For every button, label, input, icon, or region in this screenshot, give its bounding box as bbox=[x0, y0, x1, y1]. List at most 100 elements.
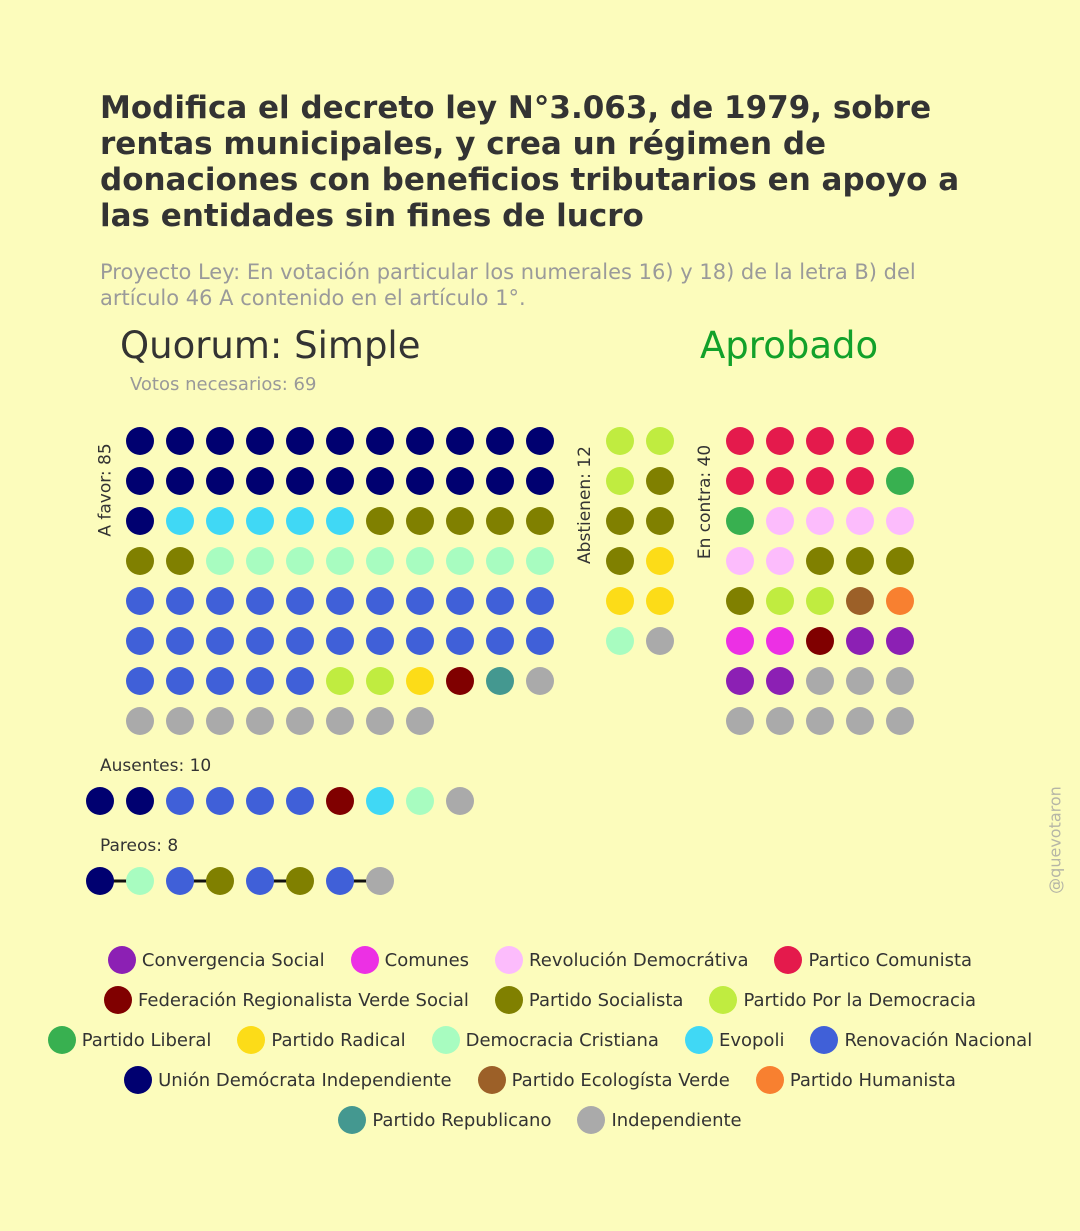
pareo-dot bbox=[366, 867, 394, 895]
legend-label: Renovación Nacional bbox=[844, 1029, 1033, 1051]
contra-vote-dot bbox=[806, 667, 834, 695]
favor-vote-dot bbox=[126, 547, 154, 575]
contra-vote-dot bbox=[806, 507, 834, 535]
favor-vote-dot bbox=[366, 427, 394, 455]
favor-vote-dot bbox=[446, 667, 474, 695]
contra-vote-dot bbox=[806, 467, 834, 495]
legend-item: Evopoli bbox=[684, 1026, 784, 1054]
favor-vote-dot bbox=[326, 427, 354, 455]
legend-item: Comunes bbox=[350, 946, 469, 974]
legend-item: Renovación Nacional bbox=[810, 1026, 1032, 1054]
contra-vote-dot bbox=[886, 587, 914, 615]
favor-vote-dot bbox=[126, 667, 154, 695]
favor-vote-dot bbox=[326, 707, 354, 735]
favor-vote-dot bbox=[486, 587, 514, 615]
favor-vote-dot bbox=[286, 427, 314, 455]
favor-vote-dot bbox=[206, 507, 234, 535]
legend-swatch bbox=[577, 1106, 606, 1134]
contra-vote-dot bbox=[886, 507, 914, 535]
favor-vote-dot bbox=[166, 707, 194, 735]
contra-vote-dot bbox=[846, 467, 874, 495]
legend-label: Partido Socialista bbox=[528, 989, 684, 1011]
favor-vote-dot bbox=[246, 667, 274, 695]
favor-vote-dot bbox=[406, 587, 434, 615]
pareo-dot bbox=[246, 867, 274, 895]
favor-vote-dot bbox=[526, 627, 554, 655]
abstain-vote-dot bbox=[606, 427, 634, 455]
pareo-dot bbox=[86, 867, 114, 895]
chart-subtitle: Proyecto Ley: En votación particular los… bbox=[100, 260, 916, 310]
legend-swatch bbox=[124, 1066, 153, 1094]
legend-item: Revolución Democrátiva bbox=[495, 946, 748, 974]
legend-swatch bbox=[350, 946, 379, 974]
contra-vote-dot bbox=[726, 507, 754, 535]
favor-count-label: A favor: 85 bbox=[95, 443, 116, 537]
contra-vote-dot bbox=[766, 627, 794, 655]
legend-row: Federación Regionalista Verde Social Part… bbox=[0, 986, 1080, 1014]
legend-label: Partido Por la Democracia bbox=[743, 989, 976, 1011]
legend-swatch bbox=[47, 1026, 76, 1054]
favor-vote-dot bbox=[406, 427, 434, 455]
pareos-count-label: Pareos: 8 bbox=[100, 836, 179, 856]
favor-vote-dot bbox=[206, 587, 234, 615]
favor-vote-dot bbox=[246, 507, 274, 535]
legend-row: Unión Demócrata Independiente Partido Eco… bbox=[0, 1066, 1080, 1094]
pareo-connector bbox=[260, 879, 300, 883]
legend-label: Unión Demócrata Independiente bbox=[158, 1069, 452, 1091]
contra-vote-dot bbox=[766, 587, 794, 615]
contra-vote-dot bbox=[766, 467, 794, 495]
favor-vote-dot bbox=[286, 707, 314, 735]
legend-item: Independiente bbox=[577, 1106, 742, 1134]
favor-vote-dot bbox=[406, 707, 434, 735]
favor-vote-dot bbox=[446, 627, 474, 655]
favor-vote-dot bbox=[326, 587, 354, 615]
pareo-connector bbox=[180, 879, 220, 883]
favor-vote-dot bbox=[406, 507, 434, 535]
favor-vote-dot bbox=[286, 587, 314, 615]
contra-vote-dot bbox=[846, 707, 874, 735]
contra-vote-dot bbox=[726, 667, 754, 695]
contra-vote-dot bbox=[806, 547, 834, 575]
favor-vote-dot bbox=[286, 667, 314, 695]
favor-vote-dot bbox=[126, 507, 154, 535]
favor-vote-dot bbox=[446, 467, 474, 495]
favor-vote-dot bbox=[366, 587, 394, 615]
favor-vote-dot bbox=[406, 667, 434, 695]
pareo-connector bbox=[340, 879, 380, 883]
favor-vote-dot bbox=[286, 547, 314, 575]
favor-vote-dot bbox=[166, 587, 194, 615]
legend-swatch bbox=[107, 946, 136, 974]
contra-vote-dot bbox=[726, 427, 754, 455]
legend-swatch bbox=[338, 1106, 367, 1134]
favor-vote-dot bbox=[526, 547, 554, 575]
pareo-dot bbox=[166, 867, 194, 895]
favor-vote-dot bbox=[126, 467, 154, 495]
contra-vote-dot bbox=[766, 427, 794, 455]
legend-label: Partido Liberal bbox=[81, 1029, 212, 1051]
pareo-dot bbox=[206, 867, 234, 895]
ausente-dot bbox=[286, 787, 314, 815]
abstain-vote-dot bbox=[606, 547, 634, 575]
ausente-dot bbox=[406, 787, 434, 815]
contra-vote-dot bbox=[726, 707, 754, 735]
favor-vote-dot bbox=[286, 467, 314, 495]
legend-label: Federación Regionalista Verde Social bbox=[138, 989, 469, 1011]
ausente-dot bbox=[326, 787, 354, 815]
favor-vote-dot bbox=[126, 707, 154, 735]
legend-item: Partido Republicano bbox=[338, 1106, 551, 1134]
contra-vote-dot bbox=[886, 467, 914, 495]
contra-vote-dot bbox=[766, 547, 794, 575]
favor-vote-dot bbox=[166, 547, 194, 575]
favor-vote-dot bbox=[526, 427, 554, 455]
contra-vote-dot bbox=[846, 587, 874, 615]
contra-vote-dot bbox=[886, 667, 914, 695]
legend-label: Revolución Democrátiva bbox=[529, 949, 749, 971]
abstain-vote-dot bbox=[646, 627, 674, 655]
favor-vote-dot bbox=[526, 667, 554, 695]
favor-vote-dot bbox=[366, 507, 394, 535]
ausente-dot bbox=[246, 787, 274, 815]
legend-label: Partido Ecologísta Verde bbox=[511, 1069, 730, 1091]
favor-vote-dot bbox=[446, 427, 474, 455]
legend-label: Democracia Cristiana bbox=[465, 1029, 659, 1051]
favor-vote-dot bbox=[446, 587, 474, 615]
